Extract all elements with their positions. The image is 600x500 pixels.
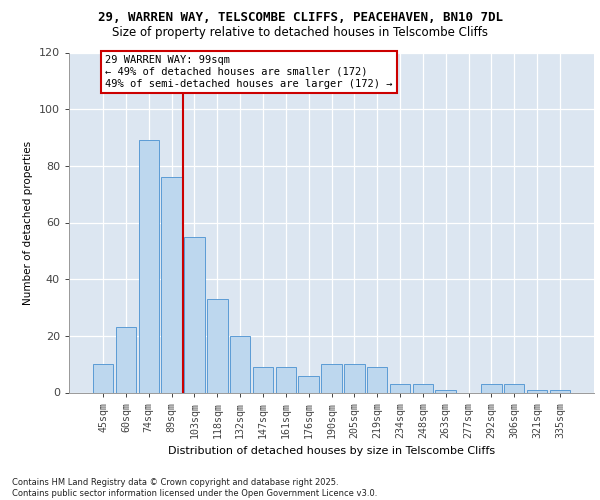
Text: Contains HM Land Registry data © Crown copyright and database right 2025.
Contai: Contains HM Land Registry data © Crown c… <box>12 478 377 498</box>
Bar <box>230 336 250 392</box>
Text: Size of property relative to detached houses in Telscombe Cliffs: Size of property relative to detached ho… <box>112 26 488 39</box>
Bar <box>527 390 547 392</box>
Bar <box>344 364 365 392</box>
Bar <box>367 367 388 392</box>
Bar <box>161 177 182 392</box>
Bar <box>550 390 570 392</box>
X-axis label: Distribution of detached houses by size in Telscombe Cliffs: Distribution of detached houses by size … <box>168 446 495 456</box>
Bar <box>481 384 502 392</box>
Bar <box>298 376 319 392</box>
Bar <box>139 140 159 392</box>
Bar <box>436 390 456 392</box>
Y-axis label: Number of detached properties: Number of detached properties <box>23 140 33 304</box>
Bar <box>321 364 342 392</box>
Bar <box>413 384 433 392</box>
Bar <box>504 384 524 392</box>
Bar <box>275 367 296 392</box>
Text: 29 WARREN WAY: 99sqm
← 49% of detached houses are smaller (172)
49% of semi-deta: 29 WARREN WAY: 99sqm ← 49% of detached h… <box>106 56 393 88</box>
Bar <box>390 384 410 392</box>
Bar <box>253 367 273 392</box>
Bar <box>207 299 227 392</box>
Text: 29, WARREN WAY, TELSCOMBE CLIFFS, PEACEHAVEN, BN10 7DL: 29, WARREN WAY, TELSCOMBE CLIFFS, PEACEH… <box>97 11 503 24</box>
Bar <box>116 328 136 392</box>
Bar <box>184 236 205 392</box>
Bar <box>93 364 113 392</box>
